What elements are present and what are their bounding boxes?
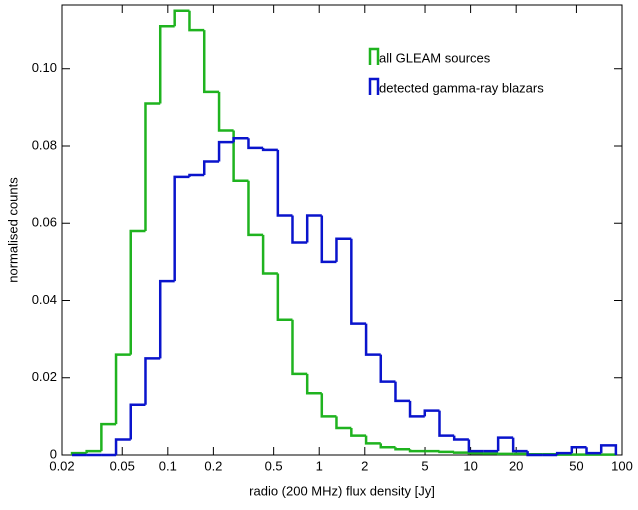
histogram-bin — [454, 436, 469, 440]
histogram-bin — [351, 239, 366, 324]
histogram-bin — [278, 150, 293, 216]
histogram-bin — [292, 216, 307, 243]
histogram-bin — [336, 416, 351, 428]
y-tick-label: 0.08 — [32, 137, 57, 152]
histogram-bin — [131, 231, 146, 355]
y-tick-label: 0.04 — [32, 292, 57, 307]
histogram-bin — [219, 142, 234, 161]
histogram-bin — [307, 374, 322, 393]
legend-swatch — [370, 49, 378, 65]
histogram-bin — [278, 273, 293, 319]
x-tick-label: 5 — [421, 458, 428, 473]
histogram-bin — [572, 447, 587, 453]
x-tick-label: 10 — [463, 458, 477, 473]
x-tick-label: 0.2 — [204, 458, 222, 473]
histogram-bin — [322, 393, 337, 416]
histogram-bin — [439, 411, 454, 436]
histogram-bin — [366, 436, 381, 444]
legend-swatch — [370, 79, 378, 95]
histogram-bin — [116, 440, 131, 455]
x-tick-label: 100 — [611, 458, 633, 473]
x-tick-label: 50 — [569, 458, 583, 473]
histogram-bin — [87, 451, 102, 453]
histogram-bin — [175, 177, 190, 281]
histogram-bin — [307, 216, 322, 243]
histogram-bin — [381, 355, 396, 382]
histogram-bin — [263, 148, 278, 150]
x-tick-label: 0.05 — [110, 458, 135, 473]
histogram-bin — [219, 92, 234, 131]
histogram-bin — [439, 451, 454, 452]
histogram-bin — [204, 30, 219, 92]
histogram-bin — [263, 235, 278, 274]
x-tick-label: 2 — [361, 458, 368, 473]
histogram-bin — [248, 138, 263, 148]
y-axis-label: normalised counts — [5, 177, 20, 283]
histogram-bin — [292, 320, 307, 374]
histogram-bin — [116, 355, 131, 425]
histogram-bin — [513, 438, 527, 452]
histogram-bin — [351, 428, 366, 436]
histogram-bin — [410, 449, 425, 451]
histogram-bin — [248, 181, 263, 235]
histogram-bin — [395, 447, 410, 449]
histogram-bin — [189, 175, 204, 177]
histogram-bin — [336, 239, 351, 262]
histogram-bin — [101, 424, 116, 451]
histogram-bin — [366, 324, 381, 355]
histogram-bin — [189, 11, 204, 30]
histogram-bin — [145, 103, 160, 230]
x-tick-label: 0.1 — [159, 458, 177, 473]
histogram-bin — [204, 161, 219, 175]
histogram-bin — [410, 401, 425, 416]
histogram-bin — [160, 281, 174, 358]
x-tick-label: 20 — [509, 458, 523, 473]
x-tick-label: 1 — [316, 458, 323, 473]
histogram-bin — [381, 443, 396, 447]
x-tick-label: 0.5 — [265, 458, 283, 473]
legend-label: all GLEAM sources — [379, 50, 491, 65]
histogram-bin — [234, 138, 249, 142]
histogram-bin — [131, 405, 146, 440]
histogram-bin — [395, 382, 410, 401]
histogram-bin — [175, 11, 190, 26]
legend-label: detected gamma-ray blazars — [379, 80, 544, 95]
y-tick-label: 0.06 — [32, 215, 57, 230]
y-tick-label: 0.02 — [32, 369, 57, 384]
histogram-bin — [498, 438, 513, 452]
histogram-bin — [322, 216, 337, 262]
histogram-bin — [425, 411, 440, 417]
histogram-bin — [587, 447, 602, 453]
x-axis-label: radio (200 MHz) flux density [Jy] — [249, 483, 435, 498]
histogram-bin — [145, 358, 160, 404]
histogram-bin — [160, 26, 174, 103]
histogram-bin — [454, 452, 469, 453]
y-tick-label: 0.10 — [32, 60, 57, 75]
y-tick-label: 0 — [50, 446, 57, 461]
